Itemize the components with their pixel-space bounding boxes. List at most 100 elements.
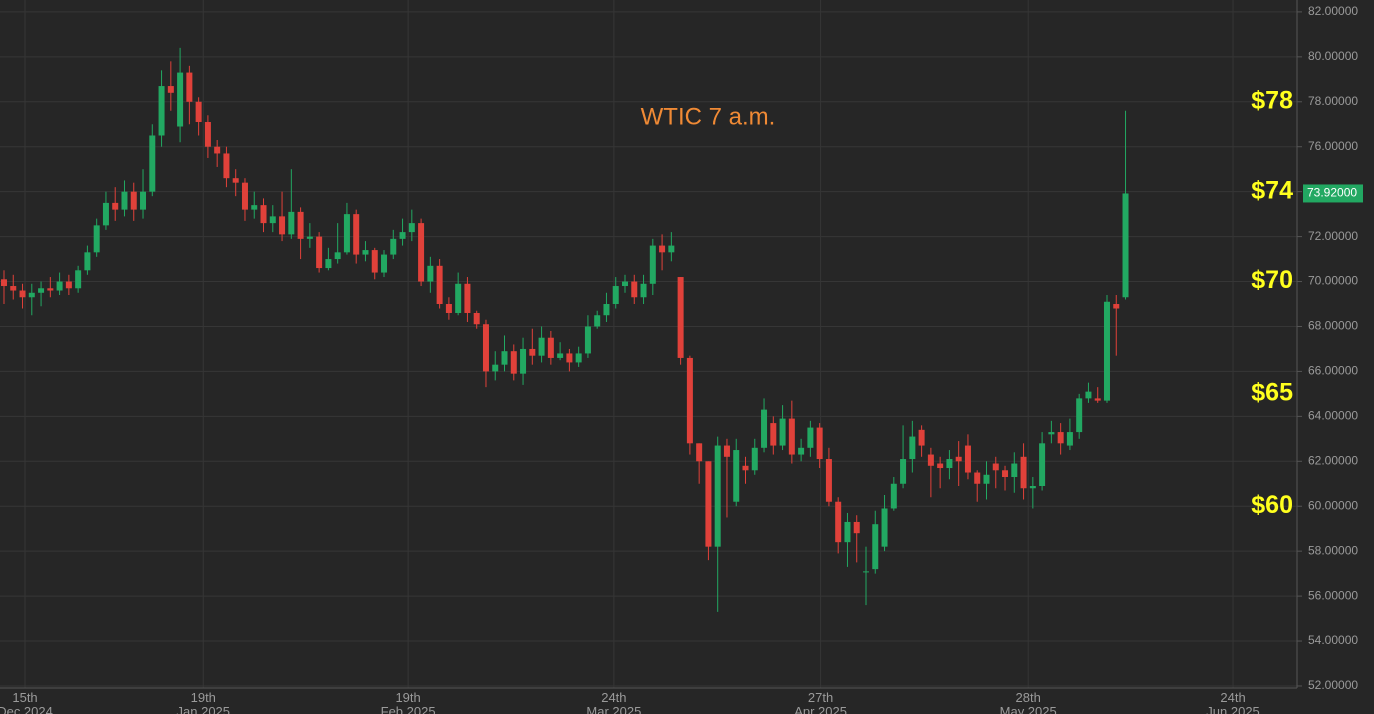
candle-body bbox=[232, 178, 239, 183]
x-tick-label: 28th bbox=[1016, 690, 1041, 705]
candle-body bbox=[149, 135, 156, 192]
candle-body bbox=[862, 571, 869, 573]
candle-body bbox=[677, 277, 684, 358]
x-tick-label: 27th bbox=[808, 690, 833, 705]
candle-body bbox=[445, 304, 452, 313]
candle-body bbox=[742, 465, 749, 471]
annotation: $65 bbox=[1251, 378, 1293, 406]
candle-body bbox=[28, 292, 35, 298]
candle-body bbox=[102, 202, 109, 226]
candle-body bbox=[594, 315, 601, 327]
candle-body bbox=[381, 254, 388, 273]
candle-body bbox=[251, 205, 258, 210]
candle-body bbox=[575, 353, 582, 363]
candle-body bbox=[1094, 398, 1101, 401]
x-tick-label: 24th bbox=[601, 690, 626, 705]
candle-body bbox=[622, 281, 629, 287]
candle-body bbox=[547, 337, 554, 358]
candle-body bbox=[909, 436, 916, 460]
candle-body bbox=[733, 450, 740, 502]
candle-body bbox=[427, 265, 434, 282]
candle-body bbox=[93, 225, 100, 253]
y-tick-label: 64.00000 bbox=[1308, 409, 1358, 423]
candle-body bbox=[612, 286, 619, 305]
candle-body bbox=[807, 427, 814, 448]
annotation: $70 bbox=[1251, 266, 1293, 294]
candle-body bbox=[65, 281, 72, 289]
candle-body bbox=[241, 182, 248, 210]
candle-body bbox=[964, 445, 971, 473]
candle-body bbox=[955, 456, 962, 462]
y-tick-label: 66.00000 bbox=[1308, 364, 1358, 378]
candle-body bbox=[297, 211, 304, 239]
x-tick-date: Dec 2024 bbox=[0, 704, 53, 714]
candle-body bbox=[835, 501, 842, 543]
candle-body bbox=[306, 236, 313, 239]
candle-body bbox=[1085, 391, 1092, 399]
y-tick-label: 80.00000 bbox=[1308, 49, 1358, 63]
candle-body bbox=[686, 357, 693, 444]
candle-body bbox=[167, 86, 174, 93]
candle-body bbox=[0, 279, 7, 287]
candle-body bbox=[343, 214, 350, 253]
candle-body bbox=[408, 223, 415, 233]
candle-body bbox=[557, 353, 564, 358]
y-tick-label: 78.00000 bbox=[1308, 94, 1358, 108]
candle-body bbox=[38, 288, 45, 293]
last-price-box bbox=[1303, 184, 1363, 203]
candle-body bbox=[779, 418, 786, 446]
y-tick-label: 58.00000 bbox=[1308, 543, 1358, 557]
candle-body bbox=[1011, 463, 1018, 478]
last-price-label: 73.92000 bbox=[1307, 186, 1357, 200]
candle-body bbox=[649, 245, 656, 284]
candle-body bbox=[937, 463, 944, 469]
x-tick-date: Apr 2025 bbox=[794, 704, 847, 714]
candle-body bbox=[529, 348, 536, 356]
x-tick-label: 19th bbox=[191, 690, 216, 705]
annotation: $78 bbox=[1251, 86, 1293, 114]
candle-body bbox=[816, 427, 823, 460]
candle-body bbox=[1039, 443, 1046, 487]
candle-body bbox=[501, 351, 508, 365]
candle-body bbox=[705, 461, 712, 547]
candle-body bbox=[140, 191, 147, 210]
candle-body bbox=[1066, 432, 1073, 446]
candle-body bbox=[325, 259, 332, 269]
candle-body bbox=[47, 288, 54, 291]
candle-body bbox=[881, 508, 888, 547]
candle-body bbox=[751, 447, 758, 471]
candle-body bbox=[362, 250, 369, 255]
candle-body bbox=[659, 245, 666, 253]
candle-body bbox=[520, 348, 527, 374]
candle-body bbox=[353, 214, 360, 255]
candle-body bbox=[334, 252, 341, 260]
y-tick-label: 76.00000 bbox=[1308, 139, 1358, 153]
candle-body bbox=[761, 409, 768, 448]
y-tick-label: 60.00000 bbox=[1308, 498, 1358, 512]
candle-body bbox=[418, 223, 425, 282]
candle-body bbox=[853, 521, 860, 534]
annotation: $60 bbox=[1251, 491, 1293, 519]
candles bbox=[0, 47, 1129, 612]
candle-body bbox=[825, 459, 832, 502]
candle-body bbox=[130, 191, 137, 210]
candle-body bbox=[992, 463, 999, 471]
y-tick-label: 62.00000 bbox=[1308, 453, 1358, 467]
candle-body bbox=[974, 472, 981, 484]
y-tick-label: 54.00000 bbox=[1308, 633, 1358, 647]
candle-body bbox=[584, 326, 591, 354]
candle-body bbox=[538, 337, 545, 356]
x-tick-date: Jan 2025 bbox=[177, 704, 231, 714]
candle-body bbox=[983, 474, 990, 484]
candle-body bbox=[1103, 301, 1110, 401]
candle-body bbox=[566, 353, 573, 363]
candle-body bbox=[214, 146, 221, 154]
candle-body bbox=[112, 202, 119, 210]
candle-body bbox=[798, 447, 805, 455]
y-tick-label: 70.00000 bbox=[1308, 274, 1358, 288]
candle-body bbox=[390, 238, 397, 255]
annotation: $74 bbox=[1251, 176, 1293, 204]
candle-body bbox=[1002, 470, 1009, 478]
y-tick-label: 72.00000 bbox=[1308, 229, 1358, 243]
